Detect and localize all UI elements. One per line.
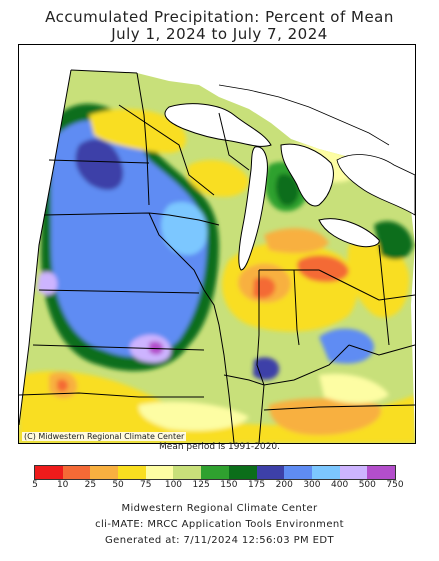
legend-label: 175 bbox=[247, 480, 266, 490]
legend-label: 50 bbox=[112, 480, 124, 490]
legend-swatch bbox=[256, 466, 285, 479]
great-lakes bbox=[164, 103, 415, 271]
legend-swatch bbox=[90, 466, 119, 479]
legend-label: 300 bbox=[303, 480, 321, 490]
color-legend bbox=[34, 465, 396, 480]
state-boundaries bbox=[19, 69, 415, 443]
legend-swatch bbox=[62, 466, 91, 479]
legend-label: 100 bbox=[164, 480, 183, 490]
legend-label: 500 bbox=[358, 480, 376, 490]
legend-label: 25 bbox=[84, 480, 97, 490]
map-date-range: July 1, 2024 to July 7, 2024 bbox=[111, 25, 328, 43]
legend-swatch bbox=[173, 466, 202, 479]
copyright-notice: (C) Midwestern Regional Climate Center bbox=[22, 432, 187, 441]
legend-swatch bbox=[339, 466, 368, 479]
footer-generated: Generated at: 7/11/2024 12:56:03 PM EDT bbox=[105, 535, 334, 546]
footer-organization: Midwestern Regional Climate Center bbox=[121, 503, 318, 514]
mean-period-note: Mean period is 1991-2020. bbox=[159, 442, 280, 452]
map-title: Accumulated Precipitation: Percent of Me… bbox=[45, 8, 394, 26]
legend-swatch bbox=[35, 466, 63, 479]
legend-swatch bbox=[118, 466, 146, 479]
legend-label: 10 bbox=[56, 480, 69, 490]
footer-tool: cli-MATE: MRCC Application Tools Environ… bbox=[95, 519, 344, 530]
map-canvas bbox=[19, 45, 415, 443]
canada-coast bbox=[218, 84, 390, 146]
legend-swatch bbox=[311, 466, 340, 479]
legend-labels: 5 10 25 50 75 100 125 150 175 200 300 400 500 750 bbox=[0, 480, 439, 492]
legend-swatch bbox=[145, 466, 174, 479]
legend-label: 75 bbox=[140, 480, 152, 490]
legend-label: 125 bbox=[192, 480, 210, 490]
legend-swatch bbox=[201, 466, 229, 479]
legend-label: 5 bbox=[32, 480, 38, 490]
legend-label: 150 bbox=[220, 480, 238, 490]
legend-label: 400 bbox=[331, 480, 349, 490]
precipitation-map: (C) Midwestern Regional Climate Center bbox=[18, 44, 416, 444]
legend-label: 200 bbox=[275, 480, 293, 490]
legend-label: 750 bbox=[386, 480, 404, 490]
legend-swatch bbox=[228, 466, 257, 479]
legend-swatch bbox=[284, 466, 312, 479]
legend-swatch bbox=[367, 466, 395, 479]
